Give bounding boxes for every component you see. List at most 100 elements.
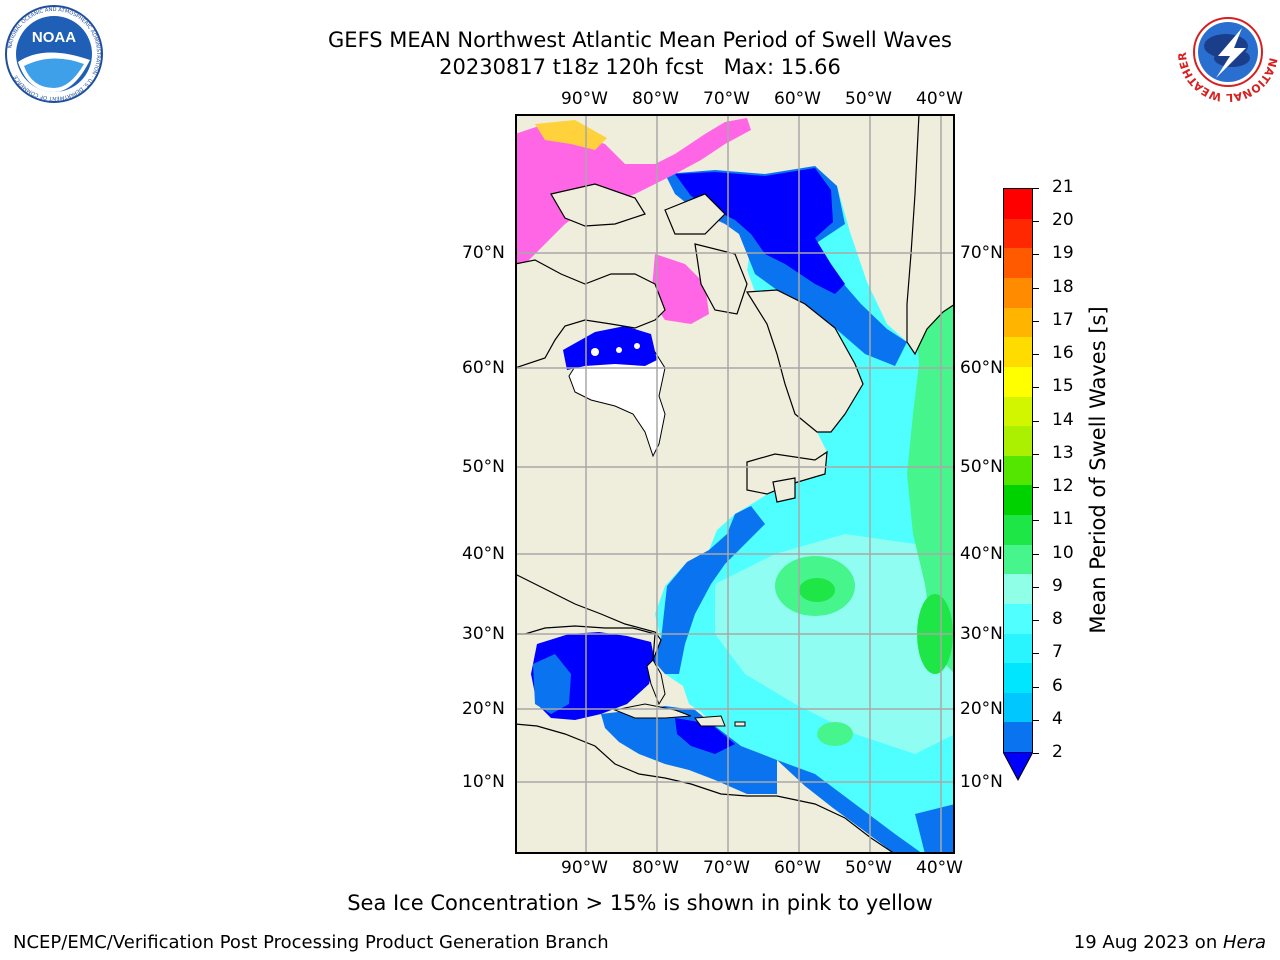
lat-label-left: 70°N — [462, 243, 505, 263]
graticule — [515, 114, 955, 854]
colorbar-tick-label: 14 — [1052, 409, 1074, 430]
colorbar-tick-mark — [1033, 553, 1039, 555]
lat-label-right: 40°N — [960, 544, 1003, 564]
nws-logo: NATIONAL WEATHER SERVICE — [1176, 0, 1280, 104]
footer-credit: NCEP/EMC/Verification Post Processing Pr… — [13, 932, 609, 953]
colorbar-segment — [1004, 722, 1032, 752]
swell-zone-deep-blue-north — [675, 168, 845, 294]
swell-zone-light — [715, 534, 955, 754]
map-panel — [515, 114, 955, 854]
colorbar-tick-label: 13 — [1052, 442, 1074, 463]
gulf-west-blue — [533, 654, 571, 714]
colorbar-segment — [1004, 603, 1032, 634]
colorbar-tick-label: 2 — [1052, 742, 1063, 762]
colorbar-segment — [1004, 692, 1032, 723]
colorbar-tick-label: 16 — [1052, 343, 1074, 364]
colorbar-segment — [1004, 307, 1032, 338]
caribbean-deep — [675, 718, 735, 754]
map-frame — [515, 114, 955, 854]
colorbar-tick-label: 6 — [1052, 675, 1063, 696]
swell-zone-southern-blue — [777, 760, 923, 854]
colorbar-tick-label: 9 — [1052, 575, 1063, 596]
hispaniola — [694, 715, 726, 727]
lat-label-left: 10°N — [462, 772, 505, 792]
lat-label-left: 20°N — [462, 699, 505, 719]
lat-label-right: 50°N — [960, 457, 1003, 477]
lat-label-left: 40°N — [462, 544, 505, 564]
colorbar-tick-label: 18 — [1052, 276, 1074, 297]
lon-label-top: 40°W — [916, 89, 963, 109]
lat-label-right: 70°N — [960, 243, 1003, 263]
lat-label-right: 20°N — [960, 699, 1003, 719]
colorbar-tick-label: 15 — [1052, 376, 1074, 397]
colorbar-tick-mark — [1033, 620, 1039, 622]
lat-label-right: 60°N — [960, 358, 1003, 378]
colorbar-tick-mark — [1033, 320, 1039, 322]
sea-ice-archipelago — [515, 118, 751, 264]
colorbar-segment — [1004, 574, 1032, 604]
colorbar — [1003, 188, 1033, 753]
colorbar-segment — [1004, 633, 1032, 664]
footer-machine: Hera — [1222, 932, 1266, 953]
swell-zone-bright-green — [799, 578, 835, 602]
lat-label-left: 30°N — [462, 624, 505, 644]
lon-label-top: 60°W — [774, 89, 821, 109]
swell-zone-green — [907, 304, 955, 674]
swell-zone-green-south — [817, 722, 853, 746]
colorbar-segment — [1004, 248, 1032, 278]
lat-label-right: 30°N — [960, 624, 1003, 644]
hudson-bay — [568, 339, 666, 458]
colorbar-tick-mark — [1033, 354, 1039, 356]
colorbar-label: Mean Period of Swell Waves [s] — [1086, 306, 1110, 634]
colorbar-tick-mark — [1033, 653, 1039, 655]
colorbar-tick-mark — [1033, 586, 1039, 588]
colorbar-tick-mark — [1033, 719, 1039, 721]
colorbar-tick-mark — [1033, 254, 1039, 256]
colorbar-under-arrow — [1003, 752, 1033, 782]
colorbar-tick-label: 19 — [1052, 243, 1074, 264]
sea-ice-note: Sea Ice Concentration > 15% is shown in … — [347, 891, 933, 915]
svg-text:NOAA: NOAA — [32, 29, 76, 46]
colorbar-tick-label: 7 — [1052, 642, 1063, 663]
colorbar-tick-label: 20 — [1052, 210, 1074, 231]
sea-ice-fox — [651, 254, 709, 324]
colorbar-segment — [1004, 278, 1032, 308]
colorbar-segment — [1004, 515, 1032, 545]
colorbar-segment — [1004, 366, 1032, 397]
swell-zone-blue-north — [665, 166, 907, 366]
colorbar-segment — [1004, 485, 1032, 515]
colorbar-segment — [1004, 337, 1032, 367]
colorbar-tick-label: 11 — [1052, 509, 1074, 530]
caribbean-sea — [601, 706, 777, 794]
colorbar-tick-mark — [1033, 487, 1039, 489]
colorbar-tick-mark — [1033, 287, 1039, 289]
lon-label-bottom: 90°W — [561, 858, 608, 878]
colorbar-tick-mark — [1033, 686, 1039, 688]
lon-label-top: 90°W — [561, 89, 608, 109]
florida — [646, 659, 666, 706]
colorbar-tick-mark — [1033, 520, 1039, 522]
colorbar-tick-label: 4 — [1052, 708, 1063, 729]
sea-ice-yellow — [535, 120, 607, 150]
swell-zone-guiana-blue — [915, 804, 955, 854]
colorbar-tick-label: 21 — [1052, 177, 1074, 197]
colorbar-segment — [1004, 396, 1032, 427]
colorbar-tick-mark — [1033, 420, 1039, 422]
lon-label-top: 80°W — [632, 89, 679, 109]
colorbar-tick-mark — [1033, 387, 1039, 389]
cuba — [613, 703, 692, 719]
lon-label-top: 70°W — [703, 89, 750, 109]
map-title: GEFS MEAN Northwest Atlantic Mean Period… — [328, 28, 952, 52]
noaa-logo: NOAA NATIONAL OCEANIC AND ATMOSPHERIC AD… — [5, 5, 103, 103]
colorbar-tick-label: 17 — [1052, 309, 1074, 330]
lon-label-top: 50°W — [845, 89, 892, 109]
footer-date: 19 Aug 2023 on Hera — [1074, 932, 1266, 953]
colorbar-segment — [1004, 189, 1032, 219]
colorbar-tick-mark — [1033, 221, 1039, 223]
colorbar-segment — [1004, 663, 1032, 693]
colorbar-segments — [1003, 188, 1033, 753]
colorbar-tick-label: 10 — [1052, 542, 1074, 563]
colorbar-tick-mark — [1033, 188, 1039, 189]
colorbar-tick-mark — [1033, 453, 1039, 455]
colorbar-tick-label: 8 — [1052, 609, 1063, 630]
